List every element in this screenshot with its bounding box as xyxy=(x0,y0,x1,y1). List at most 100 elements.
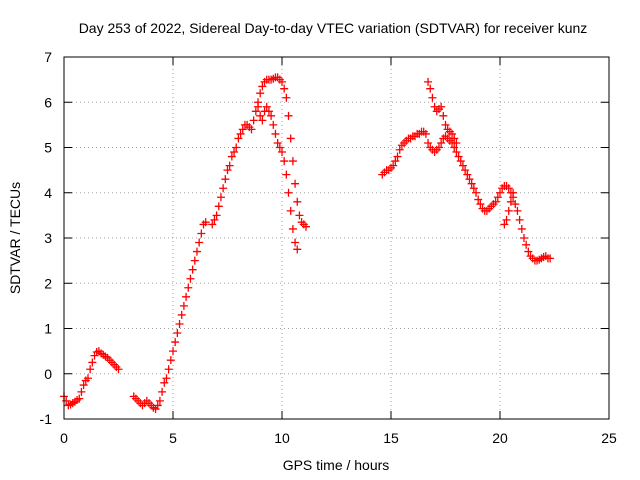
data-point xyxy=(284,188,293,197)
data-point xyxy=(391,157,400,166)
x-tick-label: 25 xyxy=(601,430,617,446)
data-point xyxy=(513,206,522,215)
data-point xyxy=(230,148,239,157)
data-series xyxy=(208,102,302,254)
data-point xyxy=(275,143,284,152)
data-point xyxy=(192,247,201,256)
data-point xyxy=(493,193,502,202)
data-point xyxy=(450,134,459,143)
data-point xyxy=(469,184,478,193)
x-tick-label: 15 xyxy=(383,430,399,446)
data-series xyxy=(424,77,461,147)
data-point xyxy=(262,102,271,111)
data-point xyxy=(223,166,232,175)
data-point xyxy=(177,310,186,319)
data-series xyxy=(500,188,518,229)
data-point xyxy=(472,188,481,197)
x-axis-label: GPS time / hours xyxy=(283,457,390,473)
x-tick-label: 10 xyxy=(274,430,290,446)
data-point xyxy=(173,329,182,338)
data-point xyxy=(452,138,461,147)
data-point xyxy=(448,129,457,138)
data-point xyxy=(114,365,123,374)
y-tick-label: 0 xyxy=(44,366,52,382)
data-point xyxy=(208,220,217,229)
data-point xyxy=(166,356,175,365)
data-point xyxy=(282,170,291,179)
data-point xyxy=(197,229,206,238)
data-point xyxy=(291,179,300,188)
data-point xyxy=(467,179,476,188)
data-point xyxy=(182,292,191,301)
data-point xyxy=(267,111,276,120)
y-tick-labels: -1 0 1 2 3 4 5 6 7 xyxy=(40,49,53,427)
data-point xyxy=(502,215,511,224)
data-point xyxy=(280,84,289,93)
data-point xyxy=(437,138,446,147)
data-point xyxy=(79,381,88,390)
data-point xyxy=(236,129,245,138)
data-point xyxy=(225,161,234,170)
x-tick-label: 20 xyxy=(492,430,508,446)
data-point xyxy=(511,200,520,209)
data-point xyxy=(509,188,518,197)
data-point xyxy=(476,200,485,209)
data-point xyxy=(395,145,404,154)
data-point xyxy=(179,301,188,310)
data-point xyxy=(210,215,219,224)
data-point xyxy=(291,238,300,247)
data-point xyxy=(256,111,265,120)
data-point xyxy=(504,206,513,215)
data-point xyxy=(393,152,402,161)
data-point xyxy=(293,245,302,254)
grid-lines xyxy=(64,57,609,419)
data-point xyxy=(506,197,515,206)
y-tick-label: 1 xyxy=(44,321,52,337)
x-tick-label: 0 xyxy=(60,430,68,446)
data-point xyxy=(439,111,448,120)
data-point xyxy=(426,84,435,93)
data-point xyxy=(232,143,241,152)
data-series xyxy=(60,347,123,410)
data-point xyxy=(190,256,199,265)
data-point xyxy=(278,77,286,86)
data-point xyxy=(227,152,236,161)
data-point xyxy=(273,138,282,147)
data-point xyxy=(158,387,167,396)
data-point xyxy=(293,197,302,206)
data-point xyxy=(258,82,267,91)
data-point xyxy=(461,166,470,175)
data-point xyxy=(280,157,289,166)
data-point xyxy=(212,211,221,220)
data-point xyxy=(524,247,533,256)
data-point xyxy=(249,116,258,125)
data-point xyxy=(288,224,297,233)
data-point xyxy=(188,265,197,274)
data-point xyxy=(458,161,467,170)
y-tick-label: 2 xyxy=(44,275,52,291)
y-axis-label: SDTVAR / TECUs xyxy=(7,182,23,294)
chart-title: Day 253 of 2022, Sidereal Day-to-day VTE… xyxy=(79,20,588,36)
data-point xyxy=(269,120,278,129)
data-series xyxy=(254,73,310,231)
data-point xyxy=(286,134,295,143)
data-point xyxy=(247,125,256,134)
data-point xyxy=(282,93,291,102)
data-point xyxy=(496,188,504,197)
data-point xyxy=(452,148,461,157)
data-point xyxy=(256,89,265,98)
data-point xyxy=(465,175,474,184)
data-point xyxy=(83,374,92,383)
y-tick-label: 5 xyxy=(44,140,52,156)
data-point xyxy=(522,240,531,249)
x-tick-label: 5 xyxy=(169,430,177,446)
plot-frame xyxy=(63,56,610,420)
data-point xyxy=(75,394,84,403)
data-point xyxy=(286,206,295,215)
data-point xyxy=(88,358,97,367)
data-point xyxy=(195,238,204,247)
x-tick-labels: 0 5 10 15 20 25 xyxy=(60,430,617,446)
data-point xyxy=(434,143,443,152)
data-point xyxy=(258,116,267,125)
data-point xyxy=(284,111,293,120)
